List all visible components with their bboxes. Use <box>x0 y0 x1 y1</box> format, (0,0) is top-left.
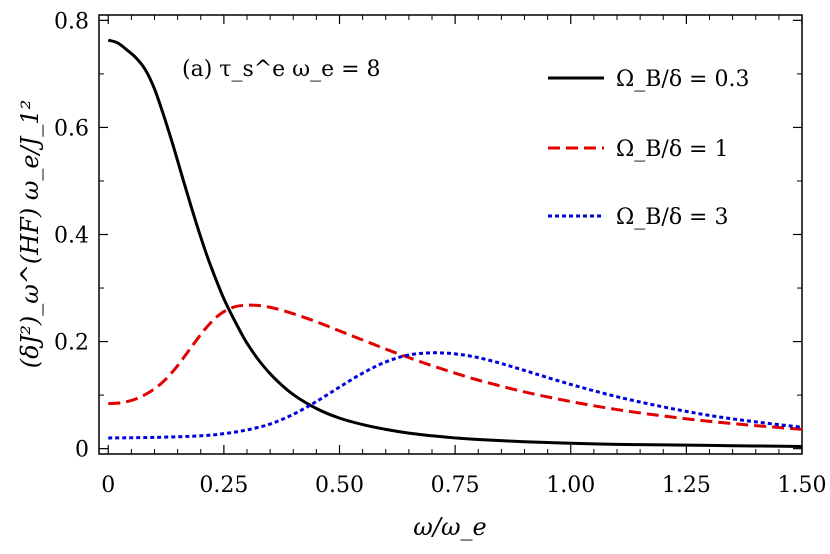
y-tick-label: 0.8 <box>54 9 89 34</box>
ticks: 0 0.25 0.50 0.75 1.00 1.25 1.50 0 0.2 0.4 0.6 0.8 <box>54 9 826 498</box>
series-line-1 <box>107 38 803 448</box>
y-tick-label: 0.4 <box>54 224 89 249</box>
series-line-2 <box>108 303 803 431</box>
x-tick-label: 1.50 <box>778 473 827 498</box>
x-axis-title: ω/ω_e <box>413 513 486 541</box>
x-tick-label: 1.00 <box>546 473 595 498</box>
series-layer <box>107 38 803 448</box>
series-line-3 <box>108 351 803 440</box>
y-axis-title: (δJ²)_ω^(HF) ω_e/J_1² <box>16 100 44 368</box>
x-tick-label: 0.25 <box>199 473 248 498</box>
y-tick-label: 0 <box>75 438 89 463</box>
legend-label-2: Ω_B/δ = 1 <box>616 137 728 162</box>
y-tick-label: 0.6 <box>54 116 89 141</box>
x-tick-label: 1.25 <box>662 473 711 498</box>
x-tick-label: 0.75 <box>431 473 480 498</box>
legend-label-1: Ω_B/δ = 0.3 <box>616 67 749 92</box>
x-tick-label: 0.50 <box>315 473 364 498</box>
legend: Ω_B/δ = 0.3 Ω_B/δ = 1 Ω_B/δ = 3 <box>548 67 749 230</box>
legend-label-3: Ω_B/δ = 3 <box>616 205 728 230</box>
annotation: (a) τ_s^e ω_e = 8 <box>182 57 381 82</box>
x-tick-label: 0 <box>101 473 115 498</box>
y-tick-label: 0.2 <box>54 331 89 356</box>
